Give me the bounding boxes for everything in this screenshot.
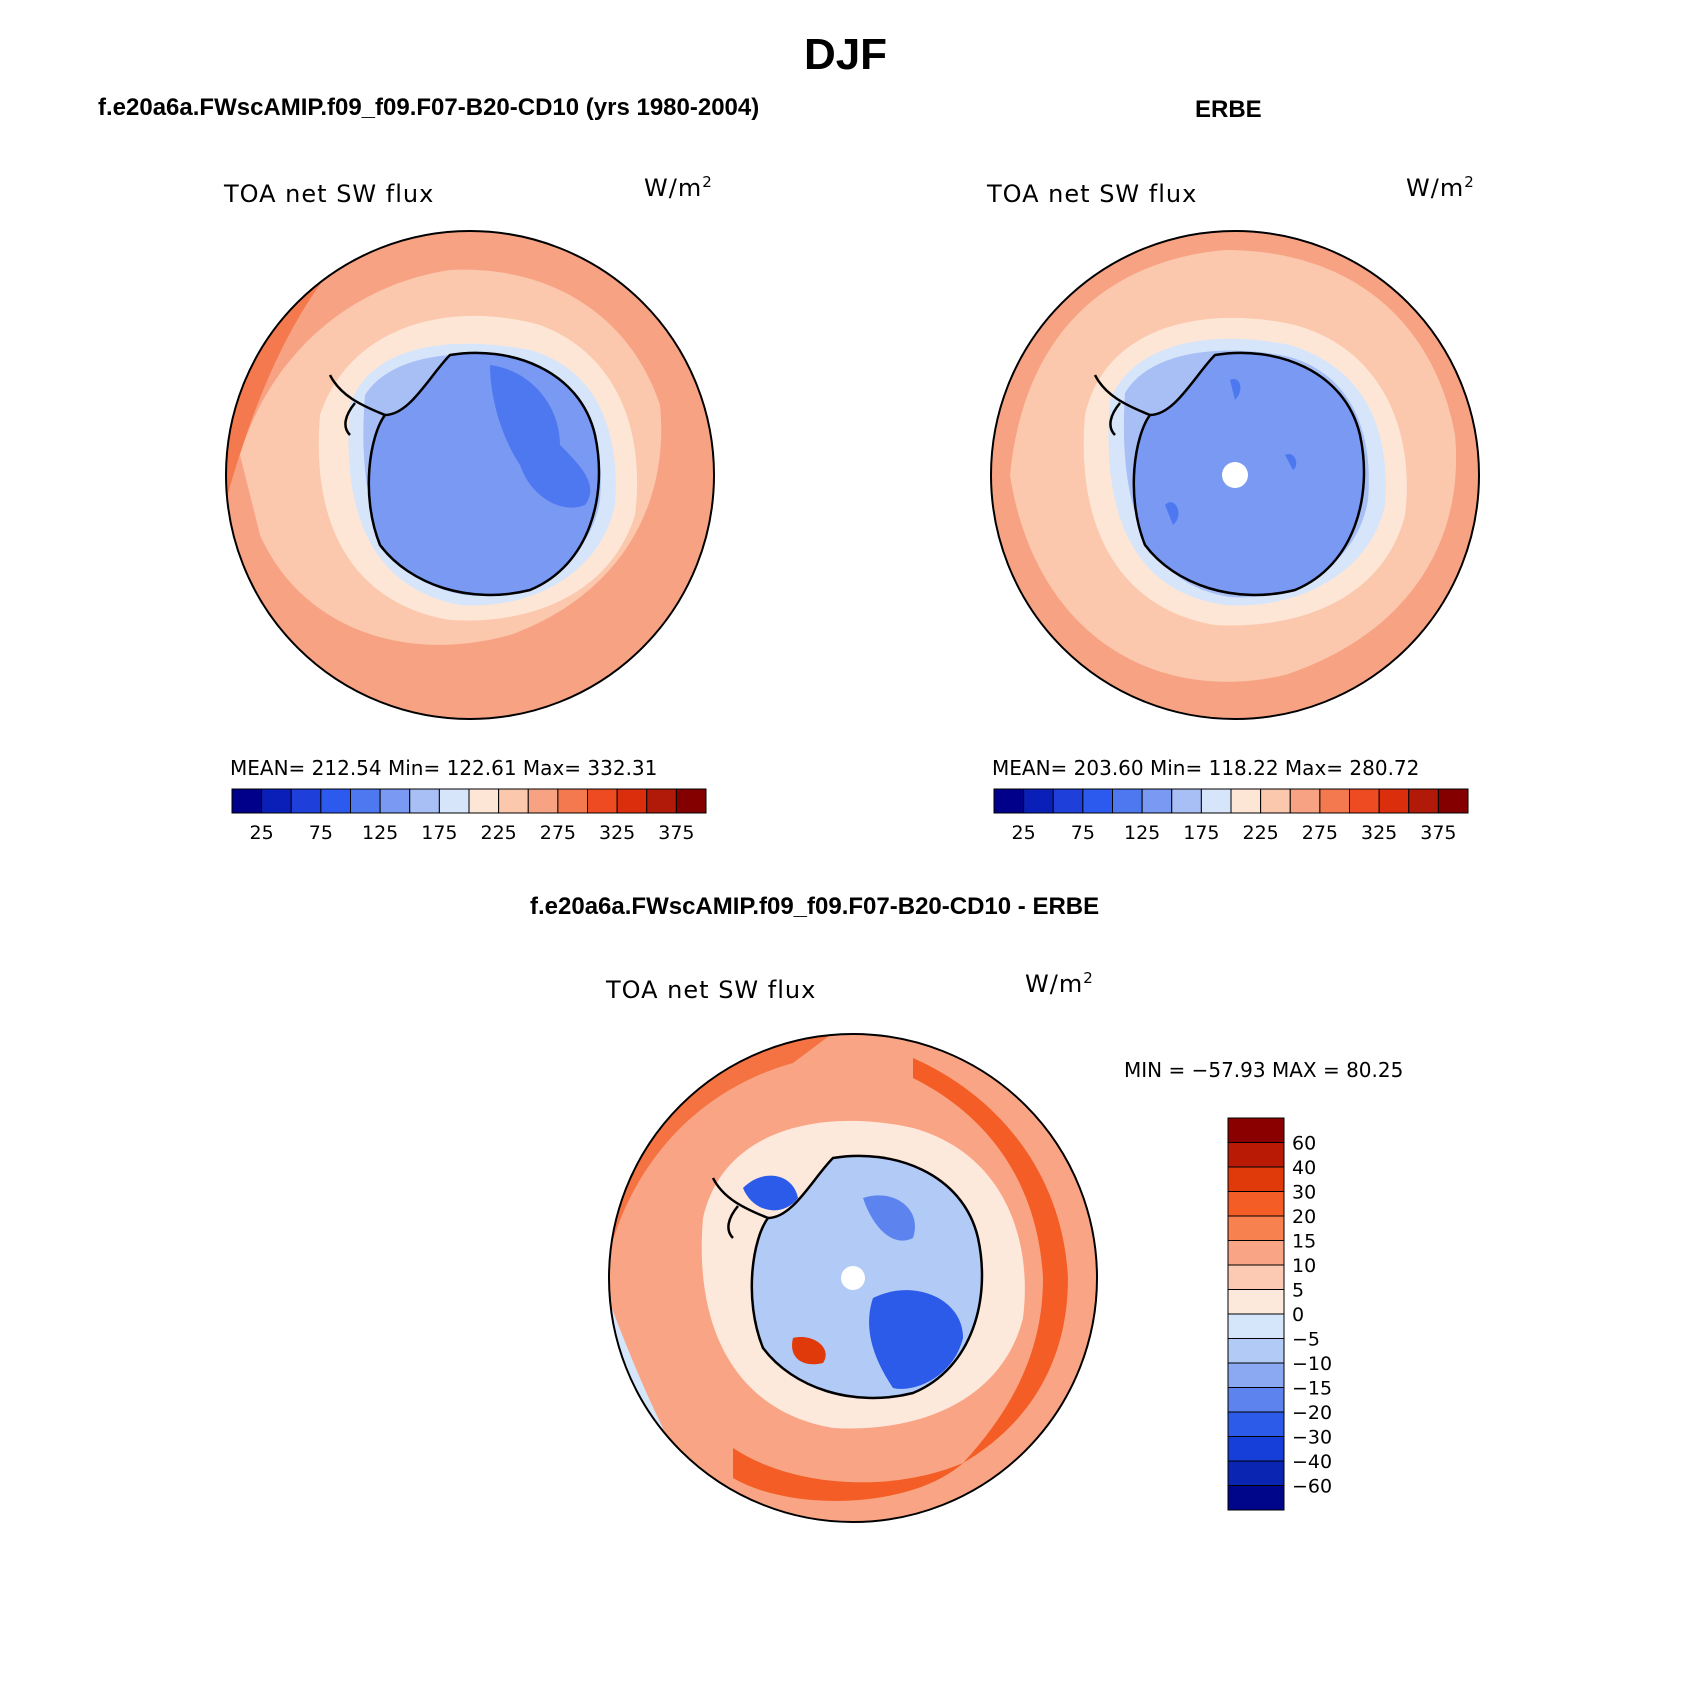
- panel-a-colorbar-swatch: [261, 788, 292, 814]
- panel-a-colorbar-swatch: [557, 788, 588, 814]
- panel-a-units: W/m2: [644, 173, 713, 202]
- panel-a-colorbar-tick-label: 325: [599, 822, 635, 844]
- panel-c-colorbar-swatch: [1227, 1240, 1285, 1266]
- panel-a-colorbar-swatch: [231, 788, 263, 814]
- panel-a-colorbar-tick-label: 175: [421, 822, 457, 844]
- panel-b-colorbar-swatch: [1349, 788, 1380, 814]
- panel-c-colorbar-tick-label: 60: [1292, 1133, 1316, 1155]
- panel-c-colorbar-swatch: [1227, 1362, 1285, 1388]
- panel-a-colorbar-tick-label: 275: [540, 822, 576, 844]
- panel-a-colorbar-swatch: [350, 788, 381, 814]
- panel-a-colorbar-swatch: [646, 788, 677, 814]
- panel-a-colorbar-swatch: [468, 788, 500, 814]
- panel-a-colorbar-swatch: [438, 788, 470, 814]
- panel-c-colorbar-tick-label: −5: [1292, 1329, 1320, 1351]
- panel-c-colorbar-swatch: [1227, 1338, 1285, 1364]
- panel-c-colorbar-tick-label: 5: [1292, 1280, 1304, 1302]
- panel-a-colorbar-tick-label: 25: [250, 822, 274, 844]
- panel-b-colorbar-tick-label: 25: [1012, 822, 1036, 844]
- panel-b-colorbar-tick-label: 275: [1302, 822, 1338, 844]
- figure-title: DJF: [803, 30, 888, 79]
- panel-a-colorbar-swatch: [527, 788, 559, 814]
- panel-b-colorbar-swatch: [1260, 788, 1291, 814]
- panel-b-units: W/m2: [1406, 173, 1475, 202]
- panel-b-colorbar-tick-label: 375: [1420, 822, 1456, 844]
- panel-b-colorbar-swatch: [1082, 788, 1113, 814]
- panel-c-title: f.e20a6a.FWscAMIP.f09_f09.F07-B20-CD10 -…: [530, 893, 1100, 920]
- panel-b-colorbar-tick-label: 325: [1361, 822, 1397, 844]
- panel-b-colorbar-swatch: [1378, 788, 1410, 814]
- panel-a-colorbar-tick-label: 225: [480, 822, 516, 844]
- panel-c-stats: MIN = −57.93 MAX = 80.25: [1124, 1058, 1404, 1082]
- panel-c-colorbar-tick-label: −15: [1292, 1378, 1332, 1400]
- panel-c-map: [608, 1033, 1098, 1523]
- panel-c-colorbar-swatch: [1227, 1436, 1285, 1462]
- panel-b-colorbar-swatch: [1319, 788, 1350, 814]
- panel-a-colorbar-tick-label: 375: [658, 822, 694, 844]
- panel-b-colorbar-swatch: [1437, 788, 1469, 814]
- panel-b-colorbar-tick-label: 225: [1242, 822, 1278, 844]
- panel-c-colorbar-tick-label: 10: [1292, 1255, 1316, 1277]
- panel-b-colorbar-tick-label: 125: [1124, 822, 1160, 844]
- panel-c-colorbar-swatch: [1227, 1142, 1285, 1168]
- panel-c-colorbar-tick-label: −40: [1292, 1451, 1332, 1473]
- panel-b-colorbar-swatch: [1023, 788, 1054, 814]
- panel-b-colorbar-swatch: [1200, 788, 1232, 814]
- panel-a-variable-label: TOA net SW flux: [224, 180, 435, 208]
- panel-a-colorbar-tick-label: 125: [362, 822, 398, 844]
- panel-b-antarctica: [1133, 352, 1364, 595]
- panel-c-colorbar-tick-label: −30: [1292, 1427, 1332, 1449]
- panel-b-colorbar-swatch: [1112, 788, 1143, 814]
- panel-b-colorbar-swatch: [1052, 788, 1084, 814]
- panel-a-colorbar-swatch: [675, 788, 707, 814]
- panel-a-map: [225, 230, 715, 720]
- panel-a-stats: MEAN= 212.54 Min= 122.61 Max= 332.31: [230, 756, 658, 780]
- panel-b-colorbar-swatch: [1171, 788, 1202, 814]
- panel-c-colorbar-swatch: [1227, 1460, 1285, 1486]
- panel-c-colorbar-tick-label: 15: [1292, 1231, 1316, 1253]
- panel-b-map: [990, 230, 1480, 720]
- panel-c-variable-label: TOA net SW flux: [606, 976, 817, 1004]
- panel-b-variable-label: TOA net SW flux: [987, 180, 1198, 208]
- panel-a-colorbar: 25 75 125 175 225 275 325 375: [231, 788, 707, 844]
- panel-b-colorbar-swatch: [1408, 788, 1439, 814]
- panel-a-colorbar-swatch: [616, 788, 648, 814]
- panel-a-colorbar-swatch: [290, 788, 322, 814]
- panel-c-colorbar-tick-label: −20: [1292, 1402, 1332, 1424]
- panel-b-colorbar-swatch: [1289, 788, 1321, 814]
- panel-c-colorbar-swatch: [1227, 1191, 1285, 1217]
- panel-c-colorbar-swatch: [1227, 1387, 1285, 1413]
- panel-c-colorbar-swatch: [1227, 1264, 1285, 1290]
- panel-a-colorbar-swatch: [320, 788, 351, 814]
- panel-b-stats: MEAN= 203.60 Min= 118.22 Max= 280.72: [992, 756, 1420, 780]
- panel-c-colorbar-swatch: [1227, 1485, 1285, 1511]
- panel-c-colorbar-tick-label: −10: [1292, 1353, 1332, 1375]
- panel-c-colorbar-swatch: [1227, 1117, 1285, 1143]
- panel-c-colorbar-swatch: [1227, 1289, 1285, 1315]
- panel-c-colorbar-tick-label: 0: [1292, 1304, 1304, 1326]
- panel-c-colorbar-tick-label: 20: [1292, 1206, 1316, 1228]
- panel-c-colorbar-tick-label: −60: [1292, 1476, 1332, 1498]
- panel-c-colorbar-tick-label: 30: [1292, 1182, 1316, 1204]
- panel-c-colorbar-swatch: [1227, 1313, 1285, 1339]
- panel-b-colorbar-tick-label: 75: [1071, 822, 1095, 844]
- panel-c-colorbar-swatch: [1227, 1411, 1285, 1437]
- panel-a-colorbar-swatch: [409, 788, 440, 814]
- panel-c-colorbar-swatch: [1227, 1215, 1285, 1241]
- panel-c-colorbar-swatch: [1227, 1166, 1285, 1192]
- panel-a-colorbar-swatch: [379, 788, 411, 814]
- panel-a-title: f.e20a6a.FWscAMIP.f09_f09.F07-B20-CD10 (…: [98, 94, 760, 121]
- panel-a-colorbar-swatch: [587, 788, 618, 814]
- panel-a-colorbar-swatch: [498, 788, 529, 814]
- panel-b-title: ERBE: [1195, 96, 1262, 123]
- panel-b-colorbar-swatch: [1141, 788, 1173, 814]
- panel-b-colorbar-swatch: [1230, 788, 1262, 814]
- panel-b-colorbar-swatch: [993, 788, 1025, 814]
- panel-a-colorbar-tick-label: 75: [309, 822, 333, 844]
- panel-b-colorbar-tick-label: 175: [1183, 822, 1219, 844]
- panel-c-colorbar-tick-label: 40: [1292, 1157, 1316, 1179]
- panel-b-colorbar: 25 75 125 175 225 275 325 375: [993, 788, 1469, 844]
- panel-c-units: W/m2: [1025, 969, 1094, 998]
